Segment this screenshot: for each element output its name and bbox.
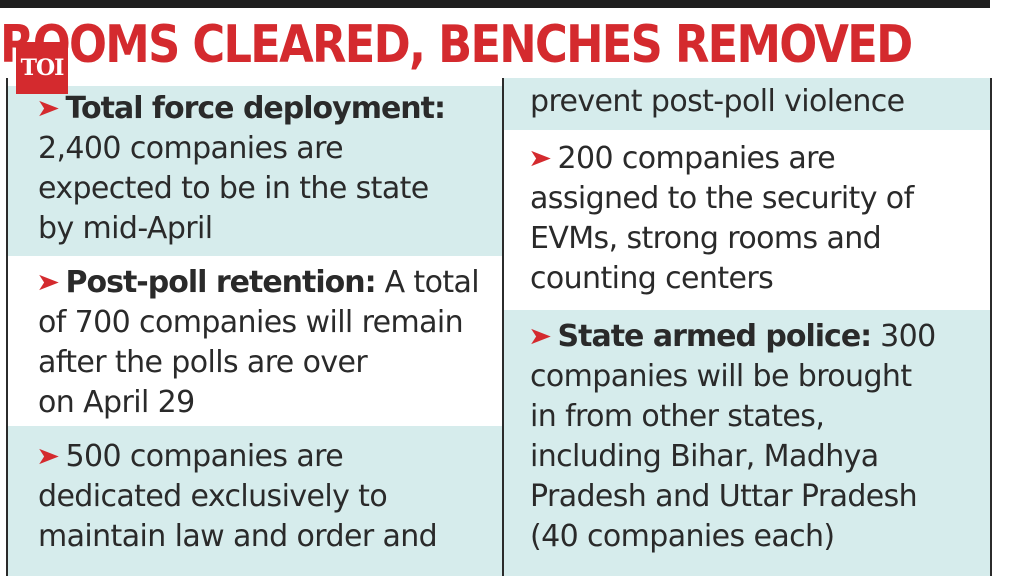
item-total-force: ➤ Total force deployment: 2,400 companies… <box>8 86 502 256</box>
item-law-and-order: ➤ 500 companies are dedicated exclusively… <box>8 426 502 576</box>
arrow-bullet-icon: ➤ <box>36 94 60 122</box>
item-text-line: companies will be brought <box>530 359 912 394</box>
item-lead-rest: A total <box>375 265 480 300</box>
item-text-line: prevent post-poll violence <box>530 84 905 119</box>
arrow-bullet-icon: ➤ <box>528 144 552 172</box>
arrow-bullet-icon: ➤ <box>528 322 552 350</box>
item-text-line: 2,400 companies are <box>38 131 344 166</box>
top-rule <box>0 0 990 8</box>
item-lead: Total force deployment: <box>65 91 446 126</box>
item-text-line: dedicated exclusively to <box>38 479 388 514</box>
left-column: ➤ Total force deployment: 2,400 companies… <box>6 78 502 576</box>
headline: ROOMS CLEARED, BENCHES REMOVED <box>0 15 913 75</box>
item-law-and-order-continued: prevent post-poll violence <box>504 78 990 130</box>
item-lead-rest: 300 <box>871 319 936 354</box>
arrow-bullet-icon: ➤ <box>36 442 60 470</box>
item-text-line: EVMs, strong rooms and <box>530 221 882 256</box>
right-column: prevent post-poll violence ➤ 200 companie… <box>502 78 992 576</box>
arrow-bullet-icon: ➤ <box>36 268 60 296</box>
toi-logo: TOI <box>16 42 68 94</box>
item-text-line: after the polls are over <box>38 345 368 380</box>
item-lead: State armed police: <box>557 319 873 354</box>
item-text-line: counting centers <box>530 261 774 296</box>
item-state-armed-police: ➤ State armed police: 300 companies will … <box>504 310 990 576</box>
item-text-line: by mid-April <box>38 211 213 246</box>
item-text-line: Pradesh and Uttar Pradesh <box>530 479 918 514</box>
item-text-line: expected to be in the state <box>38 171 429 206</box>
item-lead: Post-poll retention: <box>65 265 377 300</box>
item-text-line: in from other states, <box>530 399 825 434</box>
item-evm-security: ➤ 200 companies are assigned to the secur… <box>504 134 990 304</box>
item-text-line: 200 companies are <box>557 141 836 176</box>
item-text-line: including Bihar, Madhya <box>530 439 879 474</box>
item-text-line: 500 companies are <box>65 439 344 474</box>
item-text-line: on April 29 <box>38 385 195 420</box>
item-text-line: assigned to the security of <box>530 181 914 216</box>
item-text-line: maintain law and order and <box>38 519 438 554</box>
item-text-line: (40 companies each) <box>530 519 835 554</box>
item-text-line: of 700 companies will remain <box>38 305 464 340</box>
item-post-poll-retention: ➤ Post-poll retention: A total of 700 com… <box>8 256 502 426</box>
